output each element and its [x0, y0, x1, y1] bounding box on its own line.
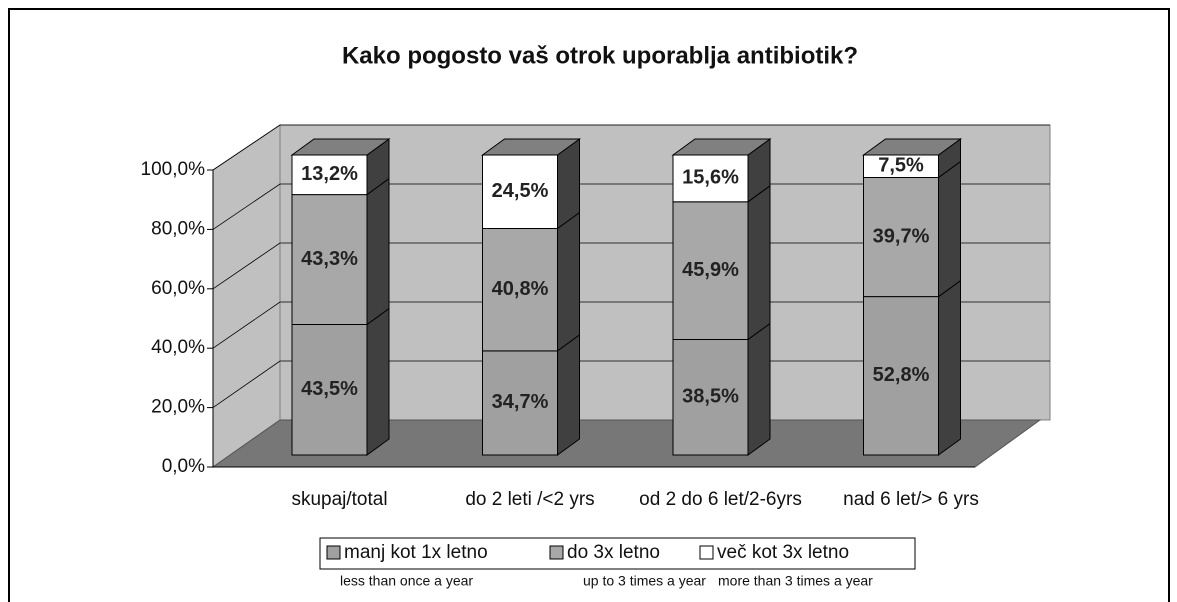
bar-side — [747, 184, 771, 341]
legend-sublabel: up to 3 times a year — [583, 573, 706, 589]
legend-swatch — [326, 545, 341, 560]
bar-side — [557, 211, 580, 352]
side-wall — [212, 124, 281, 468]
bar-segment — [482, 228, 558, 352]
bar-side — [938, 160, 961, 298]
bar-top — [480, 138, 582, 156]
legend-swatch — [549, 545, 564, 560]
bar-top — [861, 138, 963, 156]
grid-line — [212, 124, 1050, 171]
grid-line — [212, 242, 1050, 290]
data-label: 24,5% — [492, 180, 549, 202]
y-tick-label: 60,0% — [151, 278, 205, 299]
bar-segment — [863, 177, 939, 298]
data-label: 39,7% — [873, 225, 930, 247]
bar-top — [290, 138, 391, 156]
data-label: 43,5% — [301, 378, 358, 400]
legend-box — [319, 537, 916, 570]
y-tick-label: 100,0% — [141, 159, 206, 180]
legend-sublabel: more than 3 times a year — [718, 573, 873, 589]
bar-segment — [863, 296, 939, 456]
y-tick-label: 80,0% — [151, 218, 205, 239]
bar-segment — [672, 154, 749, 203]
legend-label: manj kot 1x letno — [344, 542, 488, 563]
bar-side — [366, 177, 390, 326]
legend-sublabel: less than once a year — [340, 573, 473, 589]
data-label: 38,5% — [682, 386, 739, 408]
bar-segment — [672, 339, 749, 456]
grid-line — [212, 183, 1050, 230]
chart-title: Kako pogosto vaš otrok uporablja antibio… — [342, 42, 858, 69]
bar-segment — [482, 154, 558, 229]
y-tick-label: 40,0% — [151, 337, 205, 358]
y-tick-label: 20,0% — [151, 397, 205, 418]
data-label: 13,2% — [301, 163, 358, 185]
x-tick-label: nad 6 let/> 6 yrs — [843, 489, 979, 510]
bar-side — [938, 279, 961, 456]
data-label: 45,9% — [682, 259, 739, 281]
data-label: 7,5% — [878, 155, 924, 177]
bar-top — [671, 138, 772, 156]
x-tick-label: od 2 do 6 let/2-6yrs — [639, 489, 802, 510]
data-label: 34,7% — [492, 391, 549, 413]
bar-side — [747, 322, 771, 456]
grid-line — [212, 301, 1050, 349]
data-label: 15,6% — [682, 167, 739, 189]
data-label: 40,8% — [492, 278, 549, 300]
bar-side — [366, 307, 390, 456]
bar-side — [557, 333, 580, 456]
bar-segment — [672, 201, 749, 340]
y-tick-label: 0,0% — [162, 456, 205, 477]
bar-segment — [291, 324, 368, 456]
x-tick-label: do 2 leti /<2 yrs — [465, 489, 594, 510]
bar-segment — [291, 194, 368, 325]
frame — [8, 8, 1170, 602]
legend-label: do 3x letno — [567, 542, 660, 563]
data-label: 52,8% — [873, 364, 930, 386]
data-label: 43,3% — [301, 248, 358, 270]
grid-line — [212, 360, 1050, 408]
legend-swatch — [699, 545, 714, 560]
bar-segment — [482, 350, 558, 456]
legend-label: več kot 3x letno — [717, 542, 849, 563]
x-tick-label: skupaj/total — [291, 489, 387, 510]
